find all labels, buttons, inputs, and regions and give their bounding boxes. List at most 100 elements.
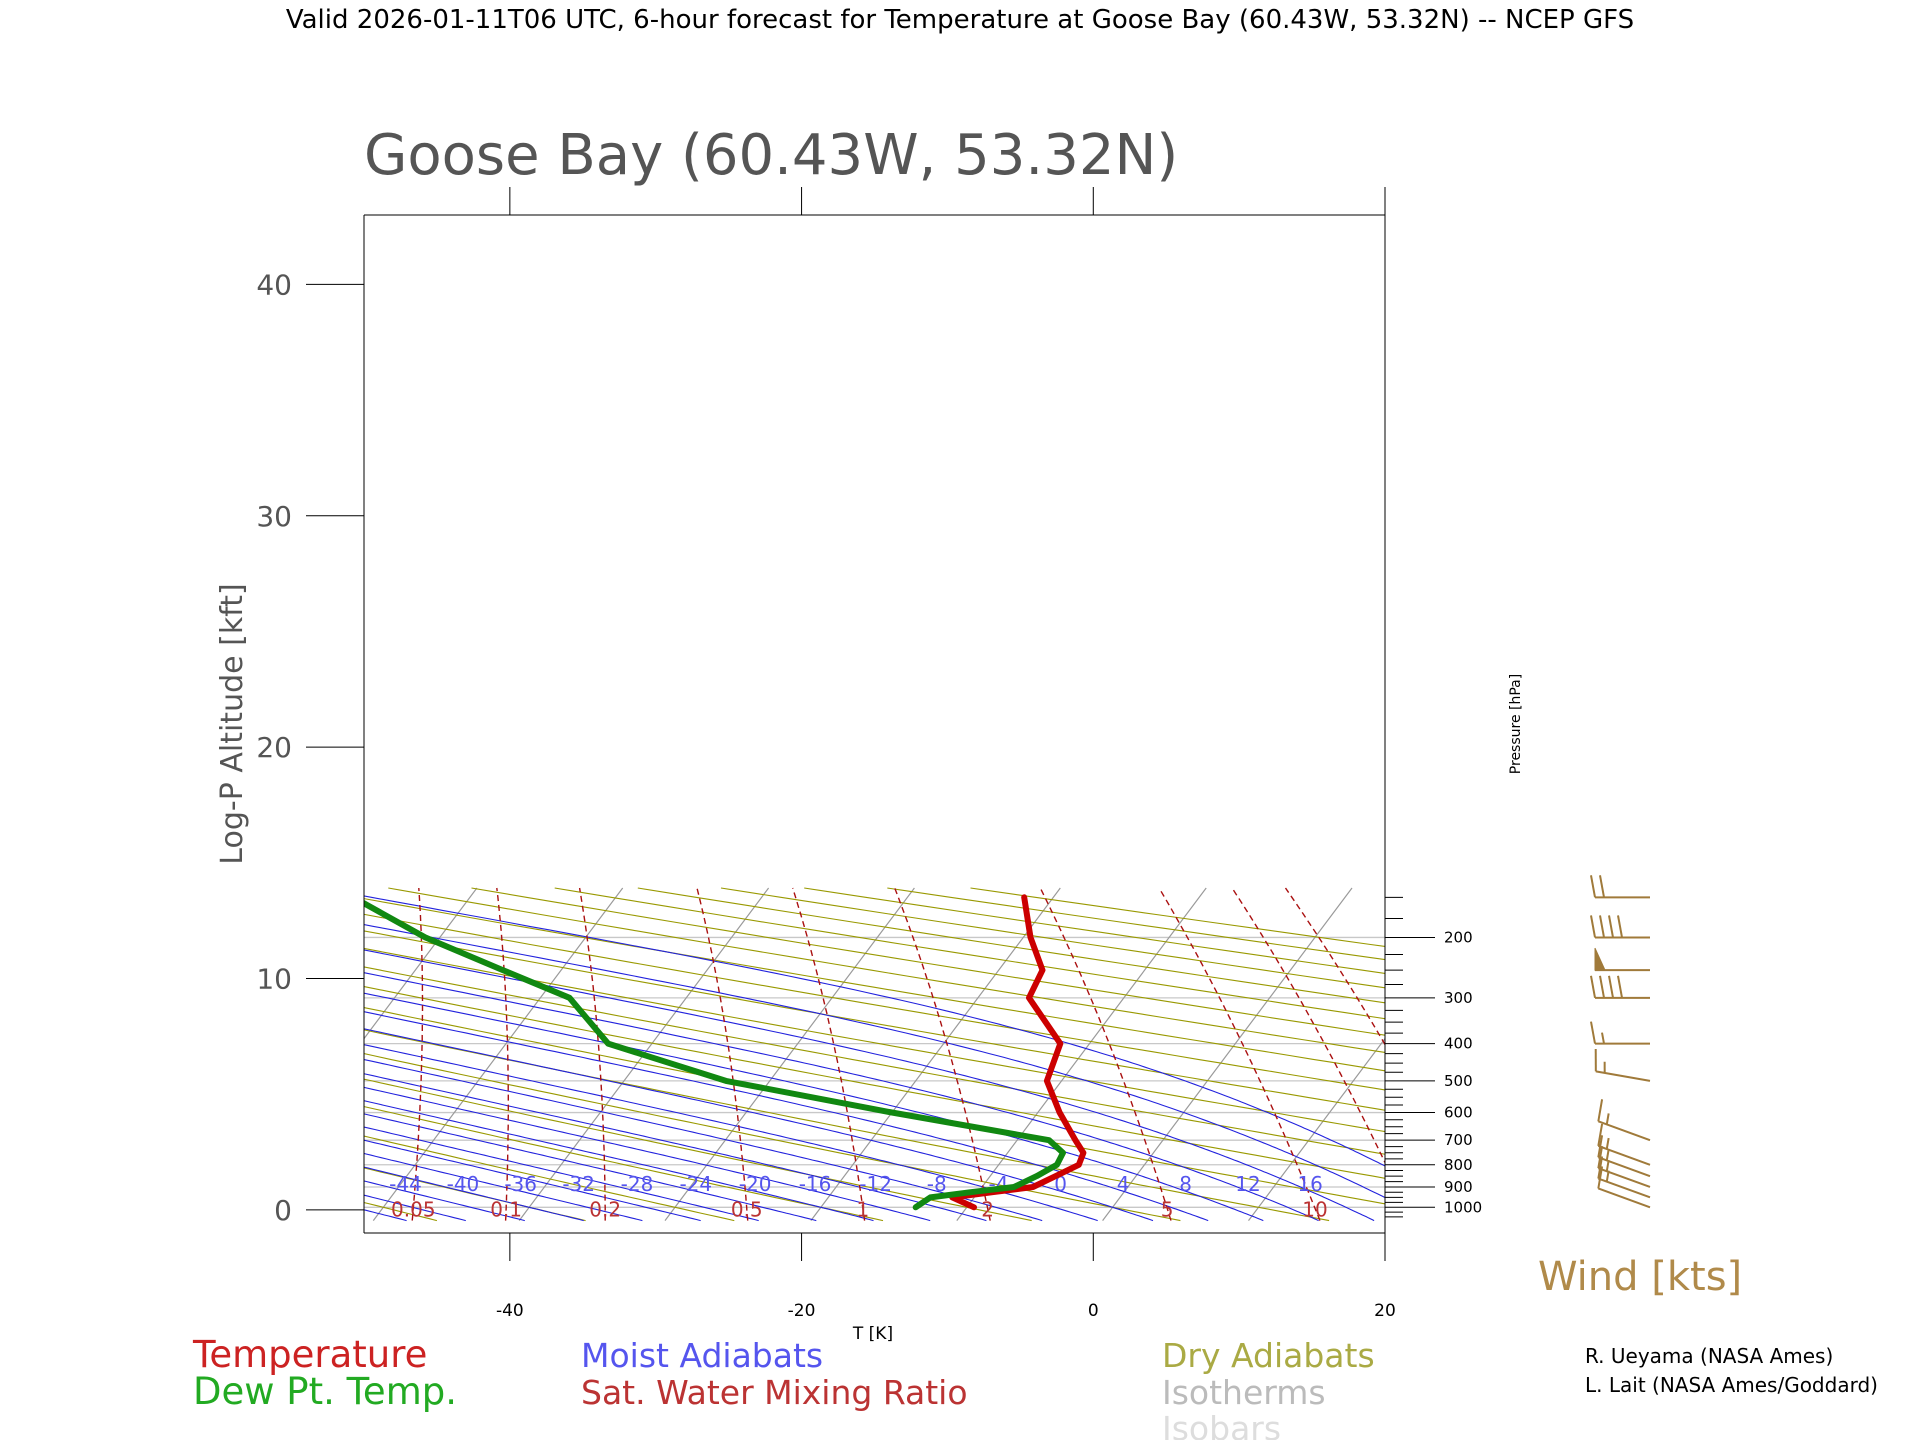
- pressure-label: 200: [1444, 928, 1473, 946]
- x-tick-label: 0: [1088, 1301, 1099, 1321]
- moist-adiabat-label: -28: [621, 1172, 654, 1196]
- mixing-ratio-label: 0.05: [391, 1197, 436, 1221]
- moist-adiabat-label: -12: [859, 1172, 892, 1196]
- mixing-ratio-label: 2: [981, 1197, 994, 1221]
- moist-adiabat-line: [364, 1209, 407, 1222]
- y-tick-label: 10: [256, 963, 292, 996]
- moist-adiabat-line: [364, 992, 1264, 1222]
- wind-barb: [1597, 1099, 1651, 1142]
- moist-adiabat-line: [364, 1086, 931, 1222]
- moist-adiabat-line: [364, 1113, 817, 1222]
- mixing-ratio-line: [792, 887, 866, 1221]
- isotherm-line: [372, 887, 624, 1221]
- dry-adiabat-line: [364, 1105, 884, 1222]
- moist-adiabat-line: [364, 1180, 525, 1222]
- y2-axis-label: Pressure [hPa]: [1508, 674, 1524, 774]
- moist-adiabat-line: [364, 1152, 643, 1222]
- moist-adiabat-label: -36: [504, 1172, 537, 1196]
- mixing-ratio-label: 0.5: [731, 1197, 763, 1221]
- moist-adiabat-line: [364, 1058, 1043, 1222]
- moist-adiabat-line: [364, 924, 1385, 1199]
- isotherm-line: [1686, 888, 1920, 1221]
- isotherm-line: [0, 888, 185, 1221]
- mixing-ratio-label: 0.2: [589, 1197, 621, 1221]
- wind-barb: [1594, 947, 1650, 972]
- pressure-label: 600: [1444, 1104, 1473, 1122]
- x-axis-label: T [K]: [852, 1324, 893, 1344]
- legend-wind: Wind [kts]: [1538, 1254, 1742, 1300]
- header-text: Valid 2026-01-11T06 UTC, 6-hour forecast…: [286, 5, 1634, 35]
- mixing-ratio-line: [1158, 887, 1321, 1221]
- mixing-ratio-label: 1: [856, 1197, 869, 1221]
- moist-adiabat-label: -44: [389, 1172, 422, 1196]
- pressure-label: 300: [1444, 989, 1473, 1007]
- isotherm-line: [82, 888, 331, 1221]
- mixing-ratio-line: [496, 887, 509, 1221]
- dry-adiabat-line: [364, 913, 1385, 1091]
- dry-adiabat-line: [471, 887, 1385, 1036]
- mixing-ratio-line: [578, 887, 606, 1221]
- dry-adiabat-line: [0, 888, 288, 1221]
- x-tick-label: -20: [788, 1301, 816, 1321]
- dry-adiabat-line: [388, 887, 1385, 1054]
- dry-adiabat-line: [554, 887, 1385, 1020]
- dry-adiabat-line: [364, 986, 1385, 1179]
- dry-adiabat-line: [364, 1029, 1330, 1222]
- moist-adiabat-label: 16: [1297, 1172, 1322, 1196]
- moist-adiabat-label: -24: [679, 1172, 712, 1196]
- pressure-ticks: 1000 900 800 700 600 500 400 300 200: [1385, 896, 1482, 1218]
- legend-isotherms: Isotherms: [1162, 1373, 1326, 1412]
- wind-barb: [1590, 875, 1650, 899]
- pressure-label: 900: [1444, 1178, 1473, 1196]
- x-tick-label: 20: [1374, 1301, 1396, 1321]
- profile-line: [364, 899, 1066, 1211]
- isotherm-line: [956, 887, 1207, 1221]
- legend-dry: Dry Adiabats: [1162, 1336, 1375, 1375]
- legend-mixing: Sat. Water Mixing Ratio: [581, 1373, 968, 1412]
- x-tick-label: -40: [496, 1301, 524, 1321]
- wind-barbs: [1590, 875, 1651, 1209]
- pressure-label: 1000: [1444, 1198, 1482, 1216]
- isotherm-lines: [0, 887, 1920, 1221]
- moist-adiabat-line: [364, 1028, 1154, 1222]
- moist-adiabat-line: [364, 972, 1319, 1222]
- legend: Temperature Dew Pt. Temp. Moist Adiabats…: [192, 1254, 1878, 1440]
- chart-title: Goose Bay (60.43W, 53.32N): [364, 123, 1178, 188]
- isotherm-line: [1102, 887, 1353, 1221]
- dry-adiabat-line: [364, 966, 1385, 1155]
- pressure-label: 400: [1444, 1035, 1473, 1053]
- dry-adiabat-line: [364, 898, 1385, 1072]
- legend-isobars: Isobars: [1162, 1409, 1281, 1440]
- moist-adiabat-label: 4: [1117, 1172, 1130, 1196]
- pressure-label: 700: [1444, 1131, 1473, 1149]
- mixing-ratio-label: 5: [1161, 1197, 1174, 1221]
- moist-adiabat-label: -32: [562, 1172, 595, 1196]
- wind-barb: [1590, 915, 1650, 939]
- wind-barb: [1597, 1123, 1651, 1166]
- moist-adiabat-label: -48: [332, 1172, 365, 1196]
- y-tick-label: 40: [256, 268, 292, 301]
- axes: -40 -20 0 20 0 10 20 30 40 1000 900 800 700 600 500 4…: [256, 187, 1482, 1321]
- moist-adiabat-label: -8: [927, 1172, 947, 1196]
- legend-dewpoint: Dew Pt. Temp.: [193, 1370, 457, 1413]
- moist-adiabat-line: [364, 895, 1385, 1167]
- isotherm-line: [1248, 1037, 1385, 1221]
- mixing-ratio-line: [1039, 887, 1172, 1221]
- wind-barb: [1590, 1021, 1650, 1045]
- wind-barb: [1594, 1048, 1651, 1082]
- moist-adiabat-line: [364, 1126, 759, 1222]
- mixing-ratio-line: [411, 887, 424, 1221]
- y-tick-label: 0: [274, 1194, 292, 1227]
- moist-adiabat-label: -40: [447, 1172, 480, 1196]
- moist-adiabat-label: -20: [739, 1172, 772, 1196]
- mixing-ratio-line: [1231, 887, 1385, 1165]
- pressure-label: 800: [1444, 1156, 1473, 1174]
- y-axis-label: Log-P Altitude [kft]: [215, 583, 250, 864]
- background-labels: -48 -44 -40 -36 -32 -28 -24 -20 -16 -12 -8 -4 0 4 8 12 1…: [332, 1172, 1328, 1221]
- dry-adiabat-line: [364, 1078, 1032, 1222]
- y-ticks: 0 10 20 30 40: [256, 268, 364, 1227]
- pressure-label: 500: [1444, 1072, 1473, 1090]
- legend-moist: Moist Adiabats: [581, 1336, 823, 1375]
- moist-adiabat-label: 8: [1179, 1172, 1192, 1196]
